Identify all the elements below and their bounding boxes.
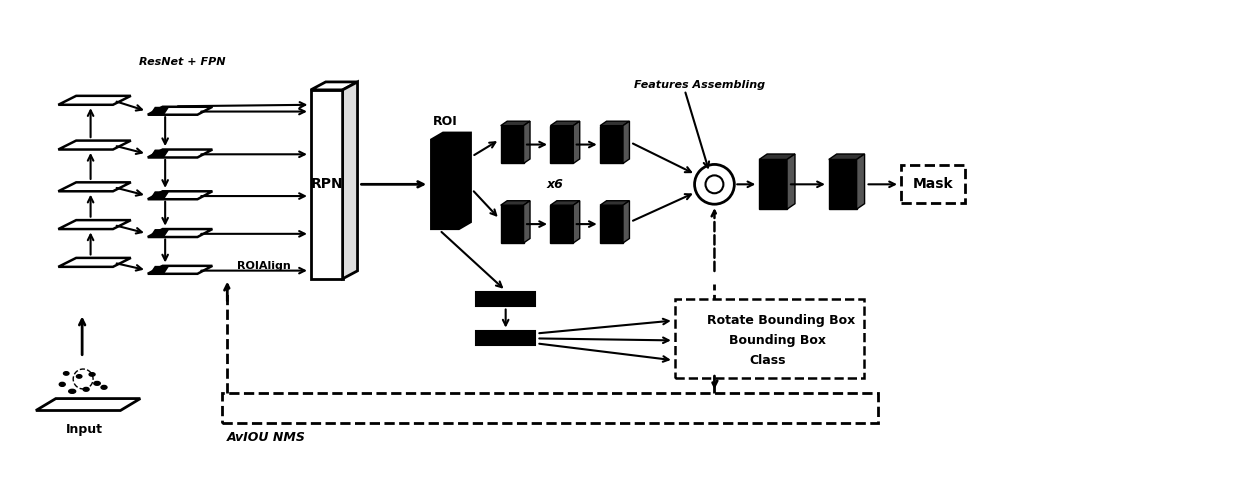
Polygon shape [148,266,212,274]
Polygon shape [551,201,580,205]
Polygon shape [622,201,630,243]
Polygon shape [759,154,795,160]
Text: ROIAlign: ROIAlign [237,261,291,271]
Text: RPN: RPN [310,177,343,191]
Polygon shape [828,154,864,160]
Polygon shape [857,154,864,209]
Polygon shape [432,133,471,229]
Text: AvIOU NMS: AvIOU NMS [227,432,306,445]
Polygon shape [573,201,580,243]
Text: ROI: ROI [433,115,458,128]
Text: Mask: Mask [913,177,954,191]
Ellipse shape [77,375,82,378]
Polygon shape [600,121,630,125]
Text: Rotate Bounding Box: Rotate Bounding Box [707,314,856,327]
Polygon shape [151,150,169,157]
Ellipse shape [68,389,76,393]
Polygon shape [501,201,529,205]
Ellipse shape [60,382,66,387]
Ellipse shape [63,372,69,375]
Polygon shape [501,125,523,163]
Polygon shape [311,82,357,90]
Polygon shape [787,154,795,209]
FancyBboxPatch shape [675,298,863,378]
Text: Bounding Box: Bounding Box [729,334,826,347]
Ellipse shape [94,381,100,385]
Polygon shape [501,121,529,125]
Text: Features Assembling: Features Assembling [634,80,765,90]
FancyBboxPatch shape [311,90,342,279]
Polygon shape [551,205,573,243]
Polygon shape [600,201,630,205]
Polygon shape [523,121,529,163]
FancyBboxPatch shape [476,292,536,306]
Polygon shape [622,121,630,163]
Polygon shape [151,266,169,274]
Polygon shape [501,205,523,243]
Text: x6: x6 [547,178,564,191]
Polygon shape [151,230,169,237]
Polygon shape [36,399,140,411]
FancyBboxPatch shape [901,165,966,203]
Ellipse shape [100,386,107,389]
Polygon shape [58,140,131,149]
Polygon shape [148,107,212,115]
Circle shape [706,175,723,193]
Text: Input: Input [66,423,103,436]
Polygon shape [58,258,131,267]
Polygon shape [573,121,580,163]
Polygon shape [58,182,131,191]
Polygon shape [828,160,857,209]
Polygon shape [148,191,212,199]
Circle shape [694,164,734,204]
Ellipse shape [83,388,89,391]
FancyBboxPatch shape [476,331,536,345]
Polygon shape [759,160,787,209]
Polygon shape [148,149,212,158]
Polygon shape [58,96,131,105]
Polygon shape [148,229,212,237]
Text: ResNet + FPN: ResNet + FPN [139,57,226,67]
Polygon shape [600,125,622,163]
Polygon shape [600,205,622,243]
Polygon shape [523,201,529,243]
Polygon shape [151,192,169,199]
Polygon shape [342,82,357,279]
Ellipse shape [89,373,95,376]
Text: Class: Class [749,354,785,367]
Polygon shape [551,121,580,125]
Polygon shape [551,125,573,163]
Polygon shape [58,220,131,229]
Polygon shape [151,107,169,114]
